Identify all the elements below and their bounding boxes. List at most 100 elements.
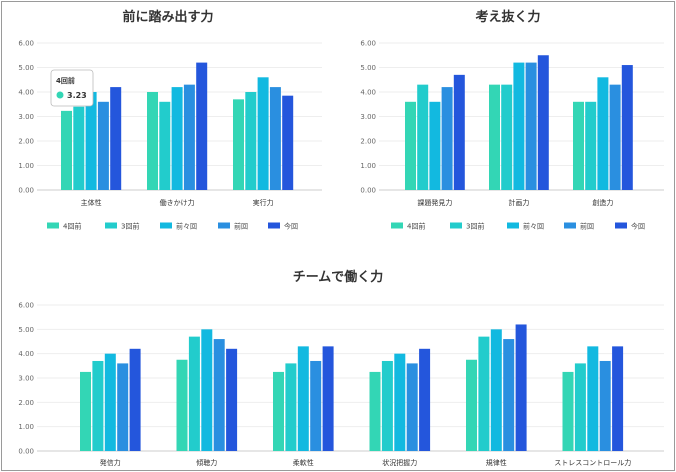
- bar[interactable]: [513, 62, 525, 190]
- y-tick-label: 2.00: [18, 399, 34, 407]
- bar[interactable]: [441, 87, 453, 190]
- bar[interactable]: [213, 339, 225, 451]
- legend-swatch: [615, 222, 627, 229]
- tooltip-marker: [56, 91, 64, 99]
- bar[interactable]: [417, 84, 429, 190]
- bar[interactable]: [501, 84, 513, 190]
- bar[interactable]: [85, 92, 97, 190]
- legend-label: 4回前: [407, 222, 425, 231]
- chart-title: 前に踏み出す力: [122, 9, 213, 25]
- bar[interactable]: [562, 371, 574, 451]
- bar[interactable]: [621, 65, 633, 190]
- bar[interactable]: [573, 101, 584, 190]
- y-tick-label: 4.00: [18, 350, 34, 358]
- bar[interactable]: [104, 353, 116, 451]
- x-category-label: ストレスコントロール力: [554, 458, 631, 467]
- bar[interactable]: [490, 329, 502, 451]
- x-category-label: 状況把握力: [382, 458, 417, 467]
- bar[interactable]: [159, 101, 171, 190]
- y-tick-label: 4.00: [18, 89, 34, 97]
- bar[interactable]: [537, 55, 549, 190]
- legend-label: 4回前: [63, 222, 81, 231]
- legend-label: 前回: [580, 222, 594, 231]
- bar[interactable]: [381, 360, 393, 451]
- bar[interactable]: [489, 84, 500, 190]
- y-tick-label: 5.00: [360, 64, 376, 72]
- bar[interactable]: [183, 84, 195, 190]
- bar[interactable]: [201, 329, 213, 451]
- y-tick-label: 2.00: [18, 138, 34, 146]
- y-tick-label: 6.00: [360, 40, 376, 48]
- y-tick-label: 1.00: [18, 423, 34, 431]
- y-tick-label: 0.00: [18, 187, 34, 195]
- bar[interactable]: [453, 74, 465, 190]
- legend-swatch: [450, 222, 462, 229]
- bar[interactable]: [269, 87, 281, 190]
- bar[interactable]: [310, 360, 322, 451]
- x-category-label: 規律性: [486, 458, 507, 467]
- bar[interactable]: [257, 77, 269, 190]
- x-category-label: 柔軟性: [293, 458, 314, 467]
- bar[interactable]: [297, 346, 309, 451]
- legend-swatch: [218, 222, 230, 229]
- bar[interactable]: [245, 92, 257, 190]
- x-category-label: 主体性: [81, 198, 102, 207]
- x-category-label: 発信力: [100, 458, 121, 467]
- y-tick-label: 0.00: [18, 448, 34, 456]
- legend-label: 3回前: [121, 222, 139, 231]
- bar[interactable]: [171, 87, 183, 190]
- chart-title: 考え抜く力: [475, 9, 540, 25]
- bar[interactable]: [117, 363, 129, 451]
- legend-swatch: [391, 222, 403, 229]
- bar[interactable]: [515, 324, 527, 451]
- bar[interactable]: [110, 87, 122, 190]
- bar[interactable]: [587, 346, 599, 451]
- bar[interactable]: [322, 346, 334, 451]
- bar[interactable]: [147, 92, 158, 190]
- y-tick-label: 2.00: [360, 138, 376, 146]
- bar[interactable]: [394, 353, 406, 451]
- bar[interactable]: [478, 336, 490, 451]
- bar[interactable]: [612, 346, 624, 451]
- y-tick-label: 5.00: [18, 326, 34, 334]
- bar[interactable]: [285, 363, 297, 451]
- bar[interactable]: [419, 348, 431, 451]
- bar[interactable]: [61, 110, 72, 190]
- bar[interactable]: [80, 371, 91, 451]
- bar[interactable]: [188, 336, 200, 451]
- legend-swatch: [564, 222, 576, 229]
- x-category-label: 実行力: [253, 198, 274, 207]
- bar[interactable]: [282, 95, 294, 190]
- bar[interactable]: [585, 101, 597, 190]
- bar[interactable]: [92, 360, 104, 451]
- bar[interactable]: [369, 371, 381, 451]
- bar[interactable]: [233, 99, 244, 190]
- bar[interactable]: [609, 84, 621, 190]
- bar[interactable]: [73, 106, 85, 190]
- tooltip-value: 3.23: [67, 91, 87, 100]
- bar[interactable]: [226, 348, 238, 451]
- bar[interactable]: [599, 360, 611, 451]
- legend-label: 前々回: [523, 222, 544, 231]
- bar[interactable]: [129, 348, 141, 451]
- bar[interactable]: [597, 77, 609, 190]
- bar[interactable]: [574, 363, 586, 451]
- x-category-label: 傾聴力: [196, 458, 217, 467]
- bar[interactable]: [196, 62, 208, 190]
- bar[interactable]: [429, 101, 441, 190]
- legend-swatch: [47, 222, 59, 229]
- bar[interactable]: [273, 371, 284, 451]
- bar[interactable]: [176, 359, 188, 451]
- legend-swatch: [105, 222, 117, 229]
- y-tick-label: 5.00: [18, 64, 34, 72]
- bar[interactable]: [503, 339, 515, 451]
- x-category-label: 働きかけ力: [160, 198, 195, 207]
- x-category-label: 計画力: [508, 198, 529, 207]
- bar[interactable]: [97, 101, 109, 190]
- bar[interactable]: [406, 363, 418, 451]
- bar[interactable]: [405, 101, 416, 190]
- y-tick-label: 0.00: [360, 187, 376, 195]
- bar[interactable]: [466, 359, 477, 451]
- bar[interactable]: [525, 62, 537, 190]
